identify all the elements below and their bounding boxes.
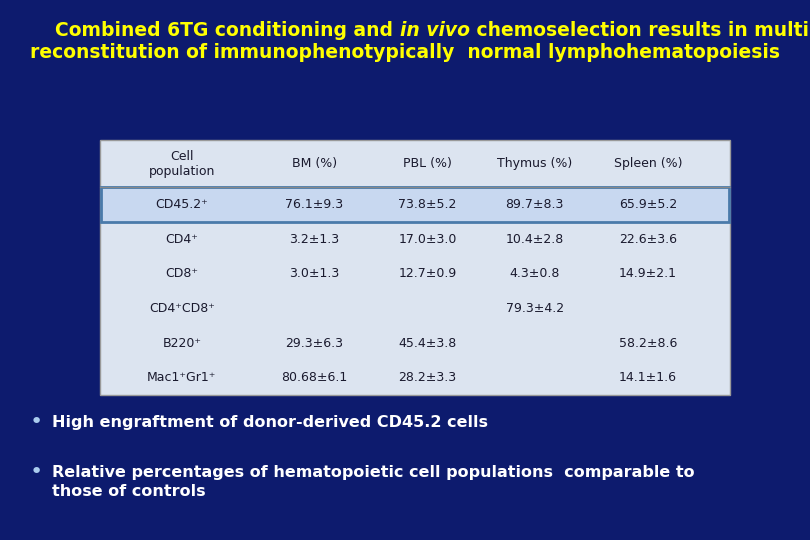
Text: reconstitution of immunophenotypically  normal lymphohematopoiesis: reconstitution of immunophenotypically n… (30, 43, 780, 62)
Text: 17.0±3.0: 17.0±3.0 (399, 233, 457, 246)
Text: in vivo: in vivo (399, 21, 470, 39)
Text: 80.68±6.1: 80.68±6.1 (281, 371, 347, 384)
Text: Relative percentages of hematopoietic cell populations  comparable to: Relative percentages of hematopoietic ce… (52, 464, 695, 480)
Text: CD8⁺: CD8⁺ (165, 267, 198, 280)
Text: 45.4±3.8: 45.4±3.8 (399, 336, 457, 349)
Text: PBL (%): PBL (%) (403, 157, 452, 170)
Text: B220⁺: B220⁺ (162, 336, 202, 349)
Text: 76.1±9.3: 76.1±9.3 (285, 198, 343, 211)
Text: 4.3±0.8: 4.3±0.8 (509, 267, 560, 280)
Text: Combined 6TG conditioning and: Combined 6TG conditioning and (55, 21, 399, 39)
Text: 79.3±4.2: 79.3±4.2 (505, 302, 564, 315)
Text: 3.0±1.3: 3.0±1.3 (289, 267, 339, 280)
Text: CD4⁺CD8⁺: CD4⁺CD8⁺ (149, 302, 215, 315)
Text: CD45.2⁺: CD45.2⁺ (156, 198, 208, 211)
Text: Spleen (%): Spleen (%) (614, 157, 682, 170)
Text: 22.6±3.6: 22.6±3.6 (619, 233, 677, 246)
Text: 73.8±5.2: 73.8±5.2 (399, 198, 457, 211)
Bar (101, 187, 729, 222)
Text: 29.3±6.3: 29.3±6.3 (285, 336, 343, 349)
Text: 10.4±2.8: 10.4±2.8 (505, 233, 564, 246)
Text: •: • (30, 462, 43, 482)
Text: Thymus (%): Thymus (%) (497, 157, 573, 170)
Bar (100, 140, 730, 395)
Text: 28.2±3.3: 28.2±3.3 (399, 371, 457, 384)
Text: Mac1⁺Gr1⁺: Mac1⁺Gr1⁺ (147, 371, 216, 384)
Text: 89.7±8.3: 89.7±8.3 (505, 198, 564, 211)
Text: 3.2±1.3: 3.2±1.3 (289, 233, 339, 246)
Text: 58.2±8.6: 58.2±8.6 (619, 336, 677, 349)
Text: High engraftment of donor-derived CD45.2 cells: High engraftment of donor-derived CD45.2… (52, 415, 488, 429)
Text: •: • (30, 412, 43, 432)
Text: chemoselection results in multi-lineage: chemoselection results in multi-lineage (470, 21, 810, 39)
Text: BM (%): BM (%) (292, 157, 337, 170)
Text: 14.1±1.6: 14.1±1.6 (619, 371, 677, 384)
Text: Cell
population: Cell population (149, 150, 215, 178)
Text: 65.9±5.2: 65.9±5.2 (619, 198, 677, 211)
Text: CD4⁺: CD4⁺ (165, 233, 198, 246)
Text: 14.9±2.1: 14.9±2.1 (619, 267, 677, 280)
Text: those of controls: those of controls (52, 484, 206, 500)
Text: 12.7±0.9: 12.7±0.9 (399, 267, 457, 280)
